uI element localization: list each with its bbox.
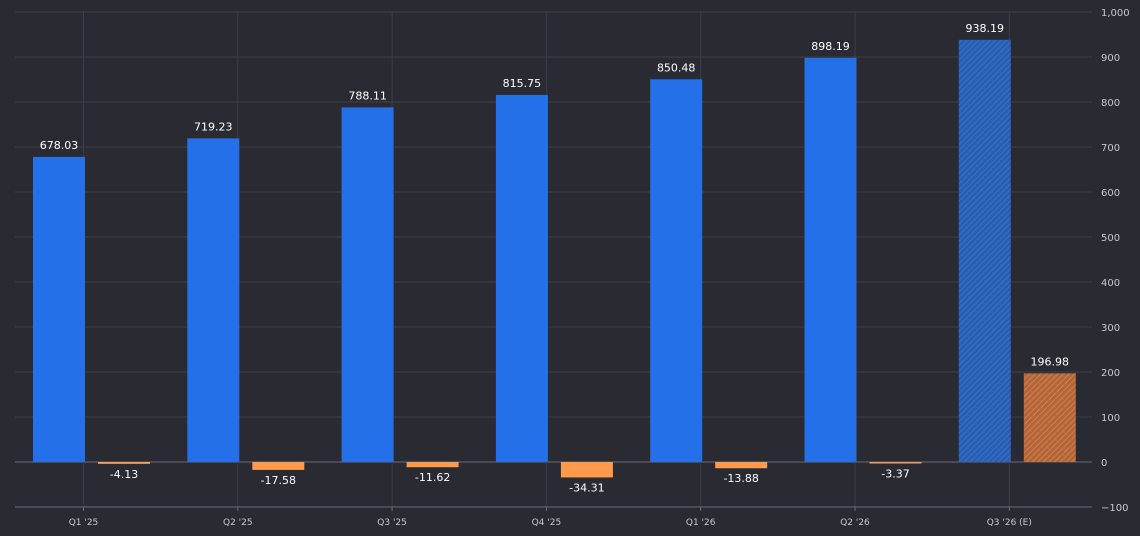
data-label: -4.13 (110, 468, 138, 481)
bar (495, 94, 548, 462)
data-label: 850.48 (657, 61, 696, 74)
data-label: -17.58 (261, 474, 296, 487)
data-label: 678.03 (40, 139, 79, 152)
y-tick-label: 900 (1101, 53, 1120, 64)
bar (804, 57, 857, 462)
data-label: 815.75 (503, 77, 542, 90)
bar (650, 79, 703, 462)
value-labels: 678.03 719.23 788.11 815.75 850.48 898.19 938.… (40, 22, 1069, 495)
data-label: 196.98 (1031, 355, 1070, 368)
bar (715, 462, 768, 469)
x-tick-label: Q3 '25 (377, 518, 407, 528)
bar (1023, 373, 1076, 462)
y-tick-label: 0 (1101, 458, 1107, 469)
y-tick-label: 100 (1101, 413, 1120, 424)
y-tick-label: 500 (1101, 233, 1120, 244)
y-tick-label: 700 (1101, 143, 1120, 154)
data-label: 898.19 (811, 40, 850, 53)
x-tick-label: Q2 '26 (840, 518, 870, 528)
data-label: -11.62 (415, 471, 450, 484)
bar (98, 462, 150, 464)
data-label: -34.31 (569, 481, 604, 494)
data-label: 788.11 (348, 89, 387, 102)
bar (958, 39, 1011, 462)
x-tick-label: Q2 '25 (223, 518, 253, 528)
y-tick-label: −100 (1101, 503, 1128, 514)
x-tick-label: Q1 '25 (69, 518, 99, 528)
data-label: -13.88 (723, 472, 758, 485)
data-label: 719.23 (194, 120, 233, 133)
bar (560, 462, 613, 478)
x-tick-label: Q1 '26 (686, 518, 716, 528)
y-axis: −100 0 100 200 300 400 500 600 700 800 900 1,000 (1101, 8, 1130, 514)
x-axis: Q1 '25 Q2 '25 Q3 '25 Q4 '25 Q1 '26 Q2 '26 Q3 '… (69, 507, 1032, 528)
data-label: -3.37 (881, 468, 909, 481)
y-tick-label: 800 (1101, 98, 1120, 109)
bar (33, 156, 85, 462)
x-tick-label: Q4 '25 (532, 518, 562, 528)
y-tick-label: 300 (1101, 323, 1120, 334)
bar (869, 462, 922, 464)
bar (252, 462, 305, 470)
bar (406, 462, 459, 468)
y-tick-label: 400 (1101, 278, 1120, 289)
data-label: 938.19 (966, 22, 1005, 35)
y-tick-label: 200 (1101, 368, 1120, 379)
bars (33, 39, 1076, 478)
bar (341, 107, 394, 463)
grid-lines (15, 11, 1092, 508)
bar (187, 138, 240, 462)
x-tick-label: Q3 '26 (E) (987, 518, 1032, 528)
y-tick-label: 600 (1101, 188, 1120, 199)
y-tick-label: 1,000 (1101, 8, 1130, 19)
